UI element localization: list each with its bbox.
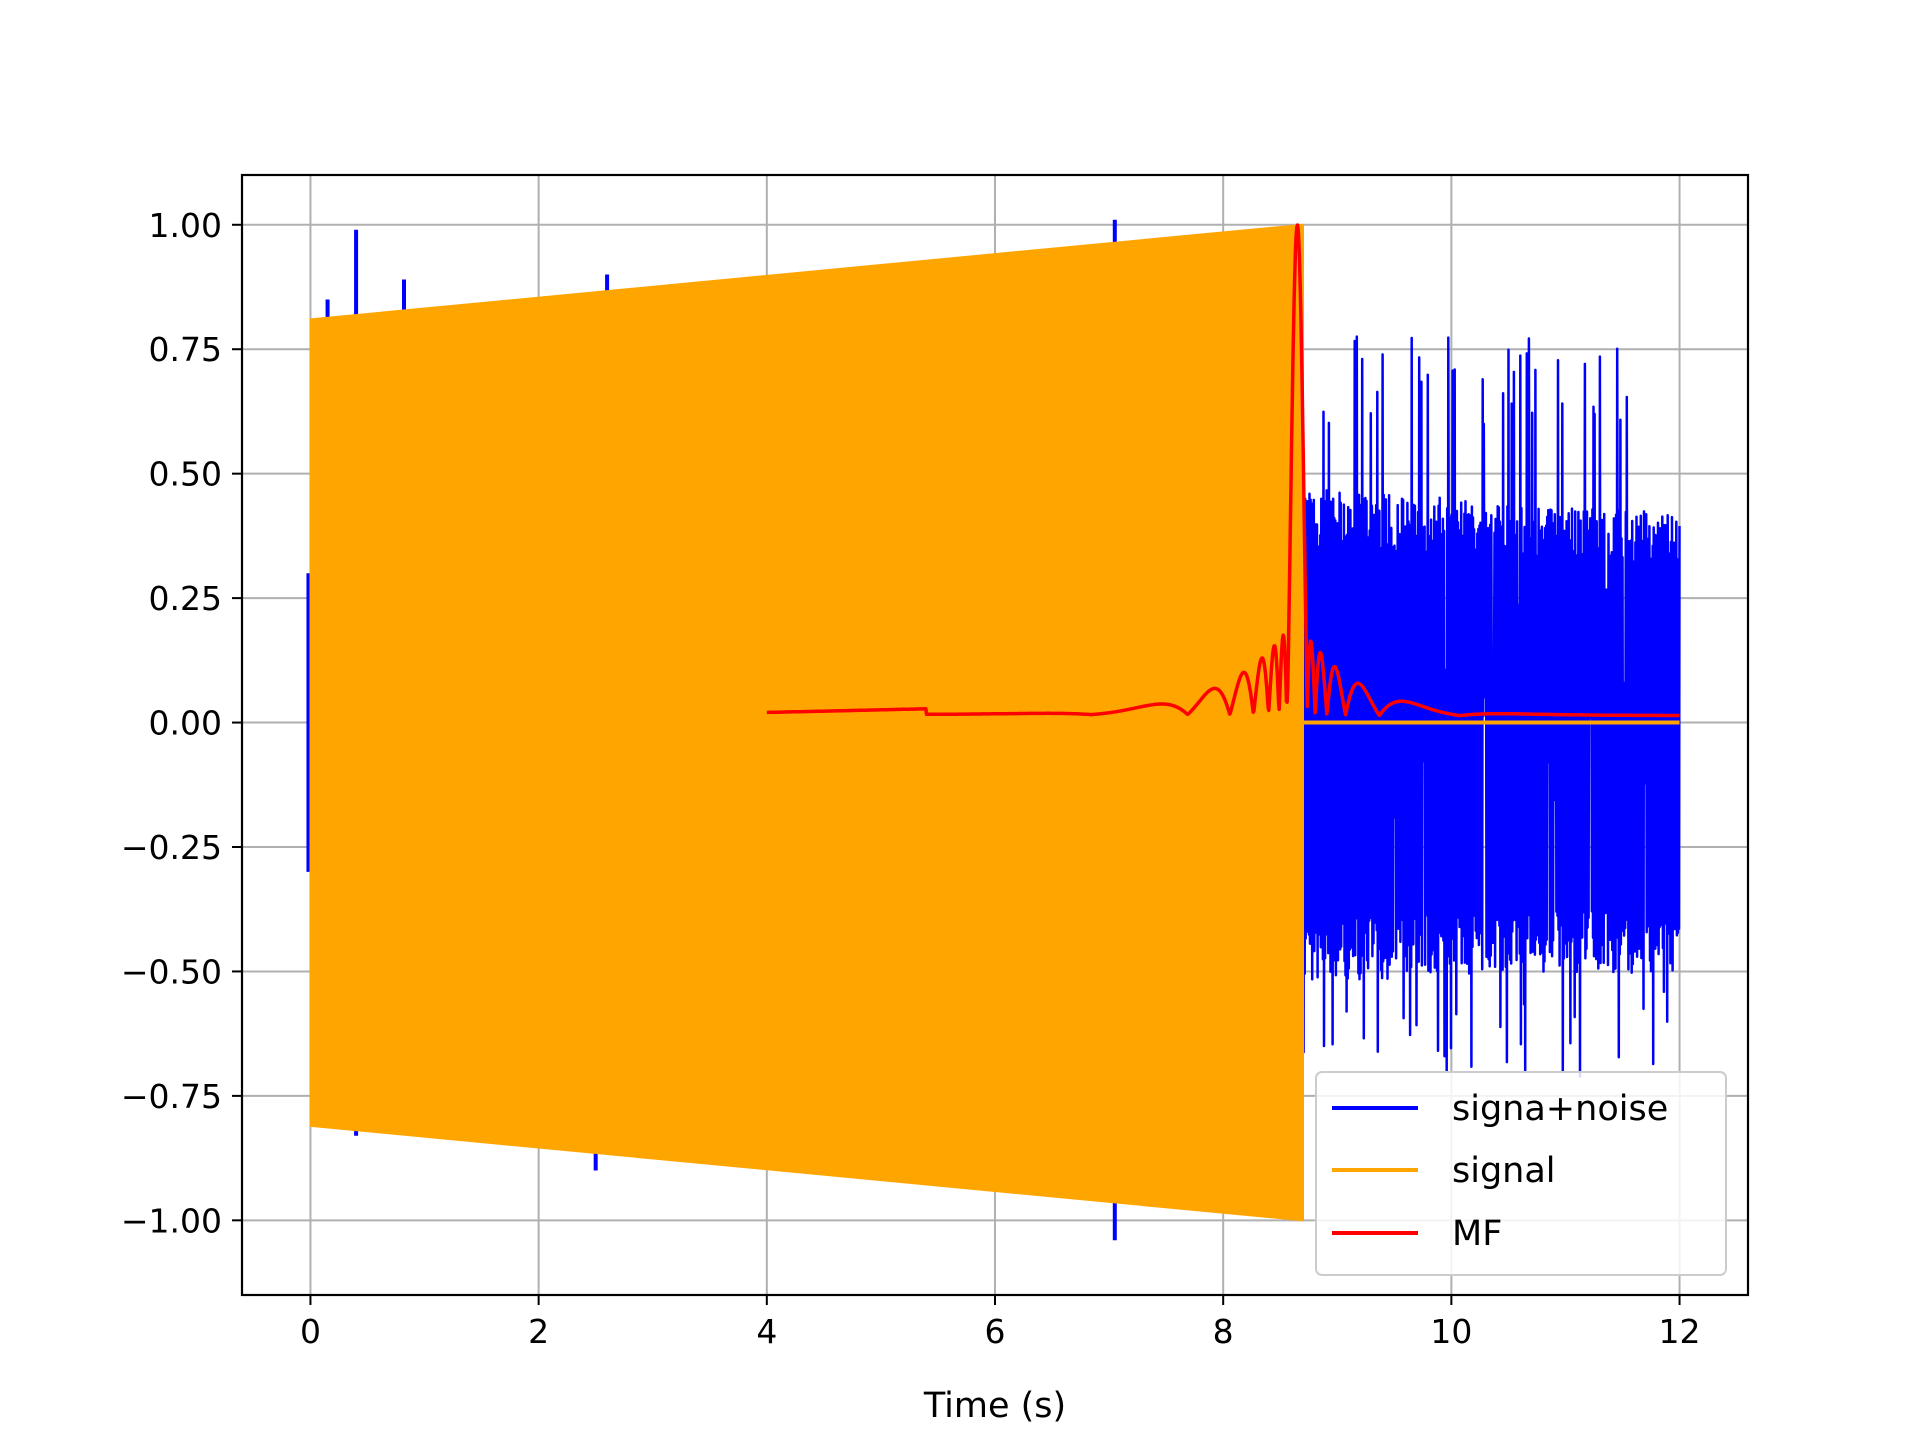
x-tick-label: 2 (528, 1312, 549, 1351)
series-signal (309, 223, 1680, 1222)
mf-line (765, 223, 1681, 718)
legend-label-mf: MF (1452, 1214, 1502, 1254)
legend-label-signal: signal (1452, 1151, 1556, 1191)
y-tick-label: 0.75 (149, 330, 222, 369)
x-tick-label: 12 (1659, 1312, 1701, 1351)
x-tick-label: 6 (985, 1312, 1006, 1351)
legend-box (1315, 1071, 1727, 1276)
x-tick-label: 8 (1213, 1312, 1234, 1351)
series-layer (306, 219, 1681, 1241)
y-tick-label: −1.00 (121, 1201, 222, 1240)
x-tick-label: 10 (1430, 1312, 1472, 1351)
x-axis-label: Time (s) (923, 1386, 1066, 1426)
series-mf (765, 223, 1681, 718)
y-tick-label: 0.25 (149, 579, 222, 618)
y-tick-label: 0.00 (149, 704, 222, 743)
x-tick-label: 0 (300, 1312, 321, 1351)
y-axis: 1.00 0.75 0.50 0.25 0.00 −0.25 −0.50 −0.75 −1.00 (121, 206, 242, 1240)
y-tick-label: 0.50 (149, 455, 222, 494)
legend-label-signal-noise: signa+noise (1452, 1089, 1668, 1129)
y-tick-label: 1.00 (149, 206, 222, 245)
legend: signa+noise signal MF (1315, 1071, 1727, 1276)
x-tick-label: 4 (756, 1312, 777, 1351)
signal-fill (309, 223, 1304, 1222)
y-tick-label: −0.25 (121, 828, 222, 867)
y-tick-label: −0.75 (121, 1077, 222, 1116)
y-tick-label: −0.50 (121, 952, 222, 991)
signal-noise-line (1301, 335, 1681, 1078)
x-axis: 0 2 4 6 8 10 12 (300, 1295, 1701, 1351)
